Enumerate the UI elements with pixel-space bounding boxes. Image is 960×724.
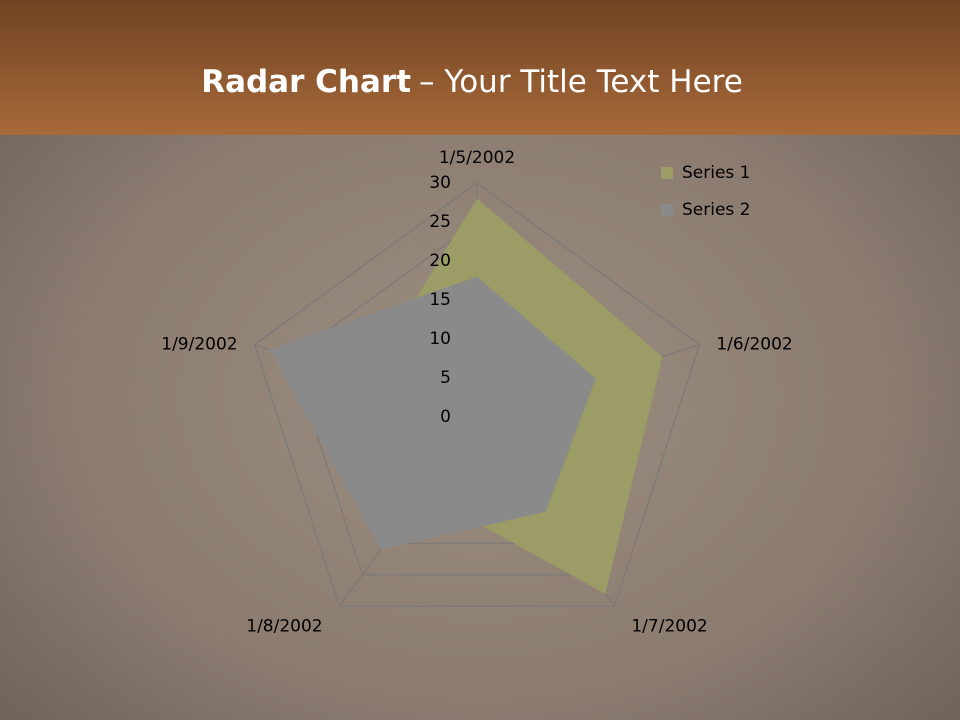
category-label: 1/9/2002 bbox=[161, 335, 237, 355]
category-label: 1/8/2002 bbox=[246, 616, 322, 636]
axis-tick-label: 20 bbox=[429, 251, 451, 271]
axis-tick-label: 30 bbox=[429, 173, 451, 193]
legend-label: Series 1 bbox=[682, 163, 751, 183]
axis-tick-label: 25 bbox=[429, 212, 451, 232]
title-bold: Radar Chart bbox=[201, 64, 411, 100]
category-label: 1/5/2002 bbox=[439, 148, 515, 168]
category-label: 1/6/2002 bbox=[716, 335, 792, 355]
legend-swatch bbox=[661, 204, 673, 216]
category-label: 1/7/2002 bbox=[631, 616, 707, 636]
axis-tick-label: 15 bbox=[429, 290, 451, 310]
title-rest: – Your Title Text Here bbox=[419, 64, 743, 100]
grid-ring bbox=[253, 182, 701, 607]
radar-chart: 0 5 10 15 20 25 30 1/5/2002 1/6/2002 1/7/2002 1/8/… bbox=[161, 148, 792, 636]
axis-tick-label: 5 bbox=[440, 368, 451, 388]
axis-tick-label: 10 bbox=[429, 329, 451, 349]
legend-swatch bbox=[661, 167, 673, 179]
legend-label: Series 2 bbox=[682, 200, 751, 220]
axis-tick-label: 0 bbox=[440, 407, 451, 427]
header-band bbox=[0, 0, 960, 135]
slide-title: Radar Chart – Your Title Text Here bbox=[201, 64, 743, 100]
series-area bbox=[269, 276, 596, 550]
